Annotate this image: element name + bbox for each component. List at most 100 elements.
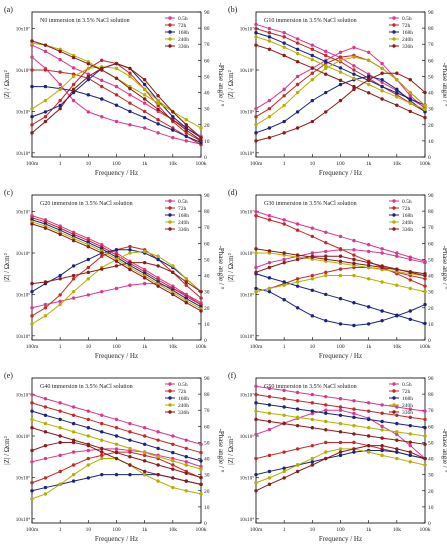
legend-marker	[392, 23, 396, 27]
y-left-tick-label: 10x10⁷	[16, 27, 31, 33]
impedance-point	[43, 84, 48, 89]
phase-point	[142, 87, 147, 92]
phase-point	[423, 90, 427, 95]
x-tick-label: 100k	[196, 527, 207, 533]
impedance-point	[267, 26, 272, 31]
phase-point	[86, 77, 91, 82]
impedance-line	[255, 23, 426, 108]
phase-point	[100, 289, 104, 294]
phase-point	[324, 90, 328, 95]
impedance-point	[324, 419, 328, 424]
phase-point	[58, 482, 62, 487]
impedance-point	[366, 417, 371, 422]
phase-point	[324, 318, 328, 323]
phase-point	[142, 126, 147, 130]
impedance-point	[58, 232, 62, 237]
x-axis-title: Frequency / Hz	[95, 535, 138, 543]
phase-point	[352, 447, 356, 451]
impedance-point	[310, 226, 315, 230]
impedance-point	[71, 430, 76, 434]
x-axis-title: Frequency / Hz	[319, 352, 362, 360]
y-left-tick-label: 10x10⁶	[240, 68, 255, 74]
impedance-point	[282, 41, 286, 45]
x-tick-label: 10	[310, 161, 316, 167]
phase-point	[310, 314, 315, 318]
phase-point	[86, 293, 91, 297]
phase-point	[100, 472, 104, 477]
impedance-point	[30, 84, 34, 89]
impedance-point	[380, 309, 384, 313]
phase-point	[43, 485, 48, 490]
panel-label: (a)	[4, 5, 13, 14]
phase-point	[408, 460, 412, 464]
phase-point	[295, 447, 300, 451]
phase-point	[128, 251, 132, 255]
phase-point	[282, 94, 286, 98]
legend-marker	[392, 220, 396, 224]
impedance-point	[114, 76, 119, 80]
impedance-point	[43, 397, 48, 401]
impedance-point	[58, 49, 62, 54]
impedance-point	[142, 93, 147, 97]
phase-point	[395, 254, 399, 258]
phase-point	[142, 82, 147, 87]
chart-panel: (b)100m 1 10 100 1k 10k 100k10x10⁴10x10⁵10x10⁶…	[227, 5, 447, 177]
phase-point	[58, 299, 62, 304]
phase-point	[30, 115, 34, 119]
impedance-point	[254, 22, 258, 27]
x-tick-label: 1	[283, 344, 286, 350]
impedance-point	[338, 296, 343, 301]
phase-point	[30, 289, 34, 294]
phase-point	[254, 289, 258, 294]
impedance-point	[324, 411, 328, 415]
legend-marker	[392, 37, 396, 41]
legend-marker	[392, 199, 396, 203]
y-left-tick-label: 10x10⁴	[240, 517, 255, 523]
phase-point	[282, 450, 286, 454]
phase-point	[310, 77, 315, 82]
x-tick-label: 100m	[250, 527, 263, 533]
legend-marker	[168, 403, 172, 407]
impedance-point	[423, 115, 427, 120]
impedance-point	[295, 60, 300, 64]
phase-point	[395, 447, 399, 451]
legend-label: 0.5h	[402, 16, 412, 22]
phase-point	[282, 469, 286, 474]
y-right-tick-label: 50	[204, 74, 210, 80]
legend-marker	[168, 389, 172, 393]
y-left-tick-label: 10x10⁴	[16, 334, 31, 340]
phase-point	[142, 77, 147, 82]
phase-point	[43, 492, 48, 496]
legend-label: 72h	[178, 389, 187, 395]
impedance-point	[199, 459, 203, 463]
phase-point	[128, 244, 132, 249]
impedance-point	[128, 421, 132, 426]
legend-marker	[392, 16, 396, 20]
phase-point	[282, 466, 286, 470]
phase-point	[282, 131, 286, 135]
impedance-point	[295, 415, 300, 420]
impedance-point	[380, 419, 384, 424]
impedance-point	[380, 436, 384, 440]
phase-point	[366, 58, 371, 63]
x-tick-label: 1k	[142, 344, 148, 350]
phase-point	[86, 66, 91, 71]
phase-point	[408, 98, 412, 103]
phase-point	[58, 106, 62, 111]
impedance-point	[156, 284, 160, 288]
impedance-point	[310, 288, 315, 292]
impedance-point	[408, 423, 412, 428]
impedance-point	[352, 238, 356, 243]
y-left-tick-label: 10x10⁵	[240, 109, 255, 115]
phase-point	[366, 249, 371, 254]
phase-point	[267, 260, 272, 265]
phase-point	[295, 74, 300, 79]
x-tick-label: 1	[283, 527, 286, 533]
phase-point	[171, 110, 175, 114]
impedance-point	[254, 43, 258, 47]
phase-point	[128, 260, 132, 265]
impedance-point	[30, 392, 34, 397]
x-tick-label: 10k	[169, 527, 178, 533]
impedance-point	[267, 31, 272, 35]
impedance-point	[43, 405, 48, 409]
